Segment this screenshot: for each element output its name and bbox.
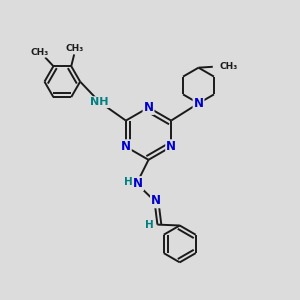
Text: N: N bbox=[151, 194, 161, 207]
Text: CH₃: CH₃ bbox=[66, 44, 84, 53]
Text: N: N bbox=[194, 97, 203, 110]
Text: NH: NH bbox=[91, 97, 109, 107]
Text: N: N bbox=[143, 101, 154, 114]
Text: N: N bbox=[166, 140, 176, 153]
Text: N: N bbox=[121, 140, 131, 153]
Text: CH₃: CH₃ bbox=[219, 62, 238, 71]
Text: N: N bbox=[133, 177, 143, 190]
Text: CH₃: CH₃ bbox=[30, 48, 48, 57]
Text: H: H bbox=[124, 176, 133, 187]
Text: H: H bbox=[145, 220, 154, 230]
